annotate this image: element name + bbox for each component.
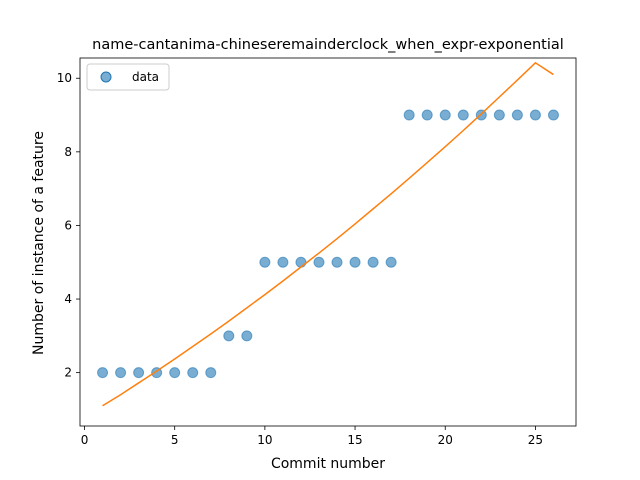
data-point <box>529 109 541 121</box>
y-tick-label: 6 <box>64 218 72 232</box>
x-tick-label: 5 <box>171 433 179 447</box>
y-tick-label: 10 <box>57 71 72 85</box>
data-point <box>223 330 235 342</box>
data-point <box>547 109 559 121</box>
x-axis-label: Commit number <box>271 456 385 472</box>
plot-area <box>97 61 559 407</box>
x-tick-label: 10 <box>257 433 272 447</box>
data-point <box>403 109 415 121</box>
data-point <box>277 256 289 268</box>
chart-title: name-cantanima-chineseremainderclock_whe… <box>92 37 564 53</box>
data-point <box>349 256 361 268</box>
data-point <box>187 367 199 379</box>
legend-marker-data <box>100 71 112 83</box>
data-point <box>439 109 451 121</box>
data-point <box>115 367 127 379</box>
axes-frame <box>79 57 577 427</box>
data-point <box>169 367 181 379</box>
x-tick-label: 15 <box>347 433 362 447</box>
data-point <box>97 367 109 379</box>
y-tick-label: 4 <box>64 292 72 306</box>
data-point <box>133 367 145 379</box>
data-point <box>493 109 505 121</box>
data-point <box>205 367 217 379</box>
data-point <box>457 109 469 121</box>
data-point <box>421 109 433 121</box>
data-point <box>295 256 307 268</box>
y-tick-label: 2 <box>64 366 72 380</box>
data-point <box>241 330 253 342</box>
x-tick-label: 25 <box>528 433 543 447</box>
legend-label-data: data <box>132 70 159 84</box>
legend-frame <box>86 63 170 91</box>
axes: 0 5 10 15 20 25 2 4 6 8 10 <box>57 57 577 447</box>
data-point <box>331 256 343 268</box>
data-point <box>259 256 271 268</box>
x-tick-label: 0 <box>81 433 89 447</box>
y-axis-label: Number of instance of a feature <box>31 131 47 355</box>
data-point <box>511 109 523 121</box>
data-point <box>367 256 379 268</box>
data-point <box>385 256 397 268</box>
legend: data <box>86 63 170 91</box>
x-tick-label: 20 <box>438 433 453 447</box>
data-point <box>313 256 325 268</box>
fit-line <box>102 61 554 407</box>
y-tick-label: 8 <box>64 145 72 159</box>
